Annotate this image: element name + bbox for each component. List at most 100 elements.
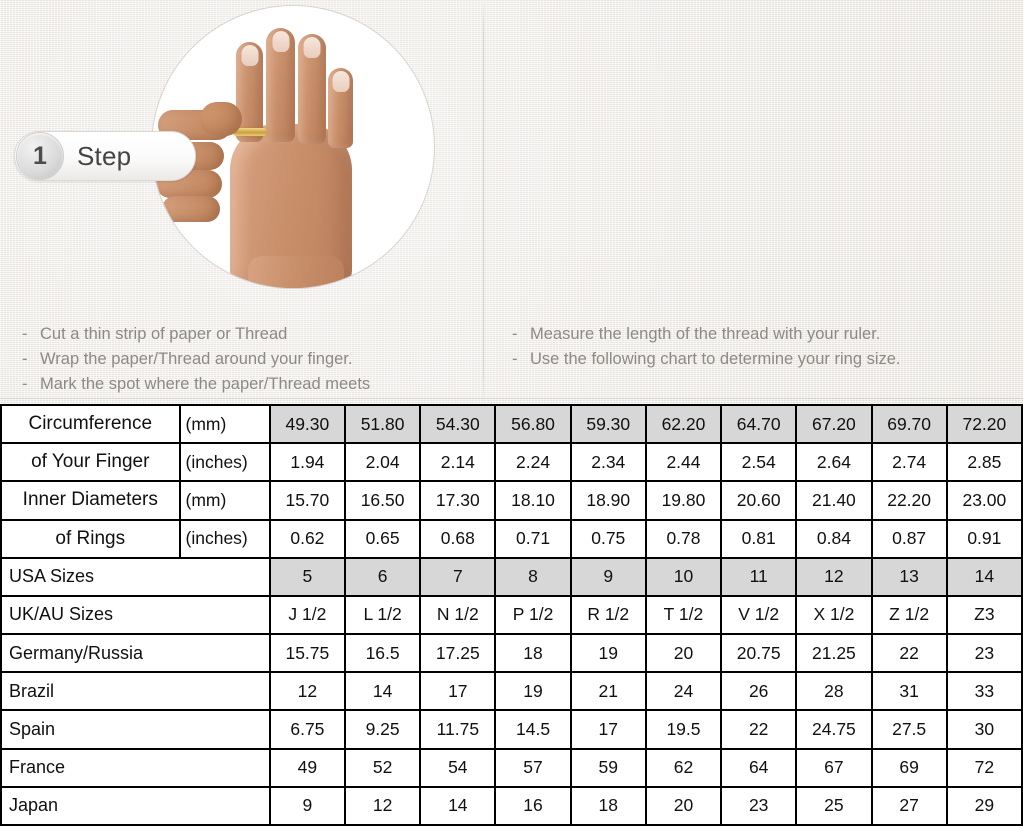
cell: 19: [569, 633, 647, 674]
cell: 17.30: [419, 480, 497, 521]
cell: 49: [268, 747, 346, 788]
instruction-text: Cut a thin strip of paper or Thread: [40, 325, 288, 343]
cell: 11.75: [419, 709, 497, 750]
cell: Z 1/2: [870, 594, 948, 636]
cell: 6: [343, 556, 422, 597]
cell: 2.34: [569, 442, 647, 483]
instruction-line: - Measure the length of the thread with y…: [512, 322, 901, 347]
cell: 31: [870, 671, 948, 712]
cell: 11: [720, 556, 798, 597]
cell: 57: [494, 747, 572, 788]
cell: 18: [494, 633, 572, 674]
table-row: UK/AU Sizes J 1/2 L 1/2 N 1/2 P 1/2 R 1/…: [0, 594, 1023, 636]
table-row: Inner Diameters (mm) 15.70 16.50 17.30 1…: [0, 480, 1023, 521]
cell: 72.20: [945, 403, 1023, 445]
cell: 24.75: [795, 709, 873, 750]
cell: 0.68: [419, 518, 497, 559]
cell: 27.5: [870, 709, 948, 750]
section-bottom-rule: [0, 398, 1023, 399]
panel-divider: [483, 0, 484, 404]
cell: 2.54: [720, 442, 798, 483]
cell: 0.81: [720, 518, 798, 559]
cell: 49.30: [268, 403, 346, 445]
cell: Z3: [945, 594, 1023, 636]
cell: 14: [945, 556, 1023, 597]
row-label-inner-diameters: Inner Diameters: [0, 480, 181, 521]
cell: 16.50: [343, 480, 422, 521]
cell: 10: [644, 556, 723, 597]
cell: 0.84: [795, 518, 873, 559]
cell: 8: [494, 556, 572, 597]
cell: L 1/2: [343, 594, 422, 636]
cell: 19.80: [644, 480, 723, 521]
step-1-instructions: - Cut a thin strip of paper or Thread - Wr…: [22, 322, 370, 397]
cell: 2.14: [419, 442, 497, 483]
cell: 28: [795, 671, 873, 712]
cell: 9.25: [343, 709, 422, 750]
cell: 0.71: [494, 518, 572, 559]
ring-size-chart-table: Circumference (mm) 49.30 51.80 54.30 56.…: [0, 403, 1023, 826]
bullet-dash: -: [22, 375, 28, 393]
cell: 14.5: [494, 709, 572, 750]
cell: 67.20: [795, 403, 873, 445]
bullet-dash: -: [22, 350, 28, 368]
instruction-line: - Cut a thin strip of paper or Thread: [22, 322, 370, 347]
cell: 52: [343, 747, 422, 788]
table-row: Brazil 12 14 17 19 21 24 26 28 31 33: [0, 671, 1023, 712]
cell: 2.44: [644, 442, 723, 483]
bullet-dash: -: [512, 350, 518, 368]
cell: 23.00: [945, 480, 1023, 521]
steps-section: 1 Step - Cut a thin strip of paper or Thr…: [0, 0, 1023, 404]
cell: 59.30: [569, 403, 647, 445]
cell: 0.65: [343, 518, 422, 559]
cell: 15.75: [268, 633, 346, 674]
row-label-inner-diameters-line2: of Rings: [0, 519, 181, 559]
cell: 20: [644, 785, 723, 826]
cell: 54: [419, 747, 497, 788]
table-row: France 49 52 54 57 59 62 64 67 69 72: [0, 747, 1023, 788]
cell: 15.70: [268, 480, 346, 521]
table-row: of Your Finger (inches) 1.94 2.04 2.14 2…: [0, 442, 1023, 483]
row-label-france: France: [0, 747, 271, 788]
cell: 7: [419, 556, 497, 597]
chart-body: Circumference (mm) 49.30 51.80 54.30 56.…: [0, 403, 1023, 826]
table-row: Germany/Russia 15.75 16.5 17.25 18 19 20…: [0, 633, 1023, 674]
step-1-badge: 1 Step: [14, 131, 196, 181]
cell: 69: [870, 747, 948, 788]
cell: 14: [343, 671, 422, 712]
row-label-circumference: Circumference: [0, 403, 181, 445]
row-unit: (mm): [178, 480, 271, 521]
cell: 5: [268, 556, 346, 597]
cell: 27: [870, 785, 948, 826]
cell: 20.60: [720, 480, 798, 521]
cell: 21.40: [795, 480, 873, 521]
cell: 64: [720, 747, 798, 788]
row-unit: (inches): [178, 518, 271, 559]
step-1-panel: 1 Step - Cut a thin strip of paper or Thr…: [0, 0, 484, 404]
cell: 54.30: [419, 403, 497, 445]
row-label-japan: Japan: [0, 785, 271, 826]
step-2-instructions: - Measure the length of the thread with y…: [512, 322, 901, 372]
cell: X 1/2: [795, 594, 873, 636]
cell: 17.25: [419, 633, 497, 674]
instruction-text: Wrap the paper/Thread around your finger…: [40, 350, 353, 368]
cell: 2.64: [795, 442, 873, 483]
row-label-uk-au-sizes: UK/AU Sizes: [0, 594, 271, 636]
cell: 62.20: [644, 403, 723, 445]
cell: 0.78: [644, 518, 723, 559]
instruction-text: Use the following chart to determine you…: [530, 350, 901, 368]
bullet-dash: -: [22, 325, 28, 343]
row-unit: (inches): [178, 442, 271, 483]
cell: J 1/2: [268, 594, 346, 636]
cell: 9: [268, 785, 346, 826]
bullet-dash: -: [512, 325, 518, 343]
cell: 30: [945, 709, 1023, 750]
cell: 67: [795, 747, 873, 788]
cell: 0.62: [268, 518, 346, 559]
cell: 20: [644, 633, 723, 674]
gold-ring: [233, 128, 267, 136]
cell: 0.75: [569, 518, 647, 559]
cell: 17: [569, 709, 647, 750]
cell: 12: [268, 671, 346, 712]
cell: 19: [494, 671, 572, 712]
